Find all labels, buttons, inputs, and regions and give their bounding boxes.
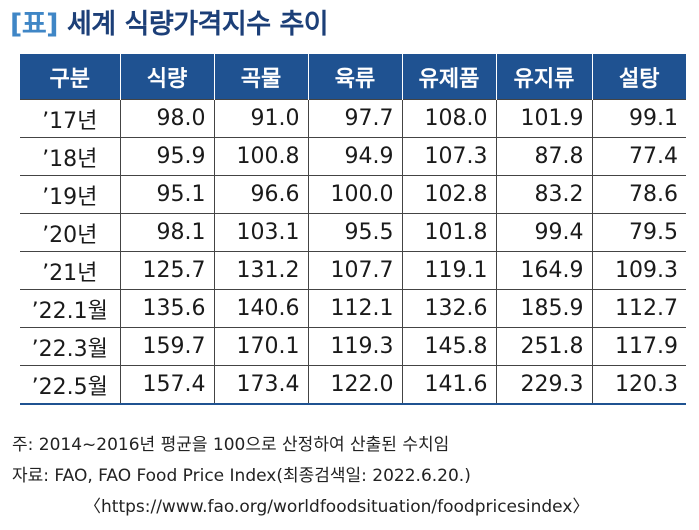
row-label-cell: ’22.3월 <box>20 327 121 366</box>
value-cell: 109.3 <box>591 251 686 290</box>
table-row: ’20년 98.1 103.1 95.5 101.8 99.4 79.5 <box>20 213 686 252</box>
table-row: ’21년 125.7 131.2 107.7 119.1 164.9 109.3 <box>20 251 686 290</box>
row-label-cell: ’22.1월 <box>20 289 121 328</box>
footnotes: 주: 2014~2016년 평균을 100으로 산정하여 산출된 수치임 자료:… <box>12 430 692 523</box>
value-cell: 103.1 <box>213 213 309 252</box>
value-cell: 107.7 <box>307 251 403 290</box>
column-header: 유지류 <box>495 54 593 100</box>
row-label-cell: ’18년 <box>20 137 121 176</box>
value-cell: 173.4 <box>213 365 309 405</box>
value-cell: 97.7 <box>307 99 403 138</box>
page-title: [표] 세계 식량가격지수 추이 <box>10 4 329 46</box>
title-bracket: [표] <box>10 9 59 40</box>
row-label-cell: ’20년 <box>20 213 121 252</box>
value-cell: 229.3 <box>495 365 593 405</box>
value-cell: 135.6 <box>119 289 215 328</box>
title-text: 세계 식량가격지수 추이 <box>66 9 329 40</box>
value-cell: 159.7 <box>119 327 215 366</box>
row-label-cell: ’17년 <box>20 99 121 138</box>
table-row: ’22.5월 157.4 173.4 122.0 141.6 229.3 120.3 <box>20 365 686 405</box>
value-cell: 120.3 <box>591 365 686 405</box>
value-cell: 78.6 <box>591 175 686 214</box>
value-cell: 99.4 <box>495 213 593 252</box>
value-cell: 95.1 <box>119 175 215 214</box>
value-cell: 185.9 <box>495 289 593 328</box>
value-cell: 140.6 <box>213 289 309 328</box>
value-cell: 131.2 <box>213 251 309 290</box>
source-url: 〈https://www.fao.org/worldfoodsituation/… <box>84 497 590 517</box>
note-line: 주: 2014~2016년 평균을 100으로 산정하여 산출된 수치임 <box>12 435 450 455</box>
table-body: ’17년 98.0 91.0 97.7 108.0 101.9 99.1’18년 95.9 10… <box>20 99 686 405</box>
row-label-cell: ’22.5월 <box>20 365 121 405</box>
value-cell: 91.0 <box>213 99 309 138</box>
value-cell: 101.8 <box>401 213 497 252</box>
value-cell: 79.5 <box>591 213 686 252</box>
value-cell: 145.8 <box>401 327 497 366</box>
value-cell: 170.1 <box>213 327 309 366</box>
value-cell: 117.9 <box>591 327 686 366</box>
table-row: ’22.3월 159.7 170.1 119.3 145.8 251.8 117.9 <box>20 327 686 366</box>
column-header: 유제품 <box>401 54 497 100</box>
value-cell: 132.6 <box>401 289 497 328</box>
column-header: 육류 <box>307 54 403 100</box>
column-header: 식량 <box>119 54 215 100</box>
value-cell: 95.9 <box>119 137 215 176</box>
value-cell: 99.1 <box>591 99 686 138</box>
value-cell: 108.0 <box>401 99 497 138</box>
value-cell: 83.2 <box>495 175 593 214</box>
row-label-cell: ’19년 <box>20 175 121 214</box>
value-cell: 98.0 <box>119 99 215 138</box>
value-cell: 87.8 <box>495 137 593 176</box>
source-line: 자료: FAO, FAO Food Price Index(최종검색일: 202… <box>12 466 471 486</box>
column-header: 곡물 <box>213 54 309 100</box>
value-cell: 96.6 <box>213 175 309 214</box>
value-cell: 119.3 <box>307 327 403 366</box>
value-cell: 164.9 <box>495 251 593 290</box>
value-cell: 112.7 <box>591 289 686 328</box>
value-cell: 94.9 <box>307 137 403 176</box>
table-row: ’18년 95.9 100.8 94.9 107.3 87.8 77.4 <box>20 137 686 176</box>
value-cell: 100.8 <box>213 137 309 176</box>
value-cell: 98.1 <box>119 213 215 252</box>
value-cell: 122.0 <box>307 365 403 405</box>
value-cell: 107.3 <box>401 137 497 176</box>
column-header: 구분 <box>20 54 121 100</box>
value-cell: 100.0 <box>307 175 403 214</box>
table-row: ’19년 95.1 96.6 100.0 102.8 83.2 78.6 <box>20 175 686 214</box>
food-price-index-table: 구분 식량 곡물 육류 유제품 유지류 설탕 ’17년 98.0 91.0 97.7 1… <box>20 54 686 405</box>
value-cell: 101.9 <box>495 99 593 138</box>
table-header-row: 구분 식량 곡물 육류 유제품 유지류 설탕 <box>20 54 686 100</box>
value-cell: 251.8 <box>495 327 593 366</box>
table-row: ’22.1월 135.6 140.6 112.1 132.6 185.9 112.7 <box>20 289 686 328</box>
value-cell: 157.4 <box>119 365 215 405</box>
value-cell: 125.7 <box>119 251 215 290</box>
value-cell: 77.4 <box>591 137 686 176</box>
value-cell: 95.5 <box>307 213 403 252</box>
row-label-cell: ’21년 <box>20 251 121 290</box>
value-cell: 141.6 <box>401 365 497 405</box>
column-header: 설탕 <box>591 54 686 100</box>
table-row: ’17년 98.0 91.0 97.7 108.0 101.9 99.1 <box>20 99 686 138</box>
value-cell: 119.1 <box>401 251 497 290</box>
value-cell: 102.8 <box>401 175 497 214</box>
value-cell: 112.1 <box>307 289 403 328</box>
